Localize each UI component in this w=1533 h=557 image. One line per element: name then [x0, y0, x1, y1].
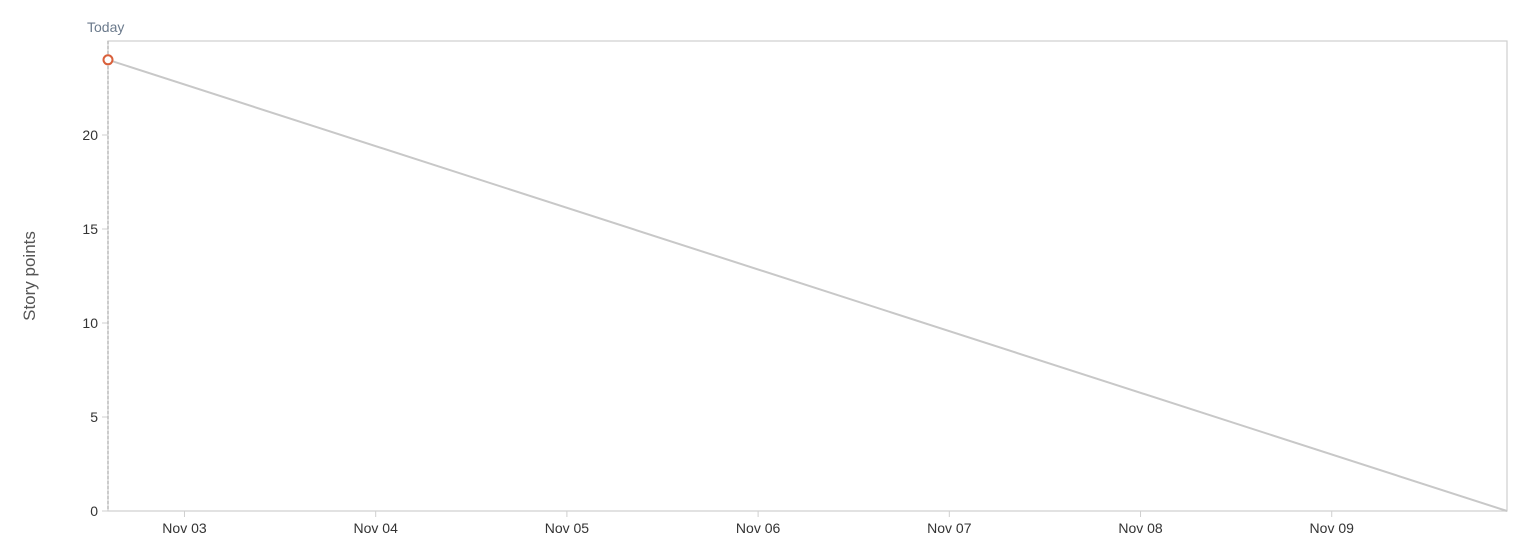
x-tick-label: Nov 06	[736, 520, 781, 536]
x-tick-label: Nov 04	[354, 520, 399, 536]
y-tick-label: 20	[82, 127, 98, 143]
y-tick-label: 5	[90, 409, 98, 425]
y-tick-label: 10	[82, 315, 98, 331]
data-point-marker	[102, 54, 114, 66]
plot-frame	[107, 40, 1508, 512]
today-label: Today	[87, 19, 124, 35]
x-tick-label: Nov 03	[162, 520, 207, 536]
x-tick-label: Nov 09	[1310, 520, 1355, 536]
x-tick-label: Nov 08	[1118, 520, 1163, 536]
x-tick-label: Nov 07	[927, 520, 972, 536]
y-tick-label: 15	[82, 221, 98, 237]
ideal-burndown-line	[107, 58, 1508, 512]
x-tick-label: Nov 05	[545, 520, 590, 536]
y-tick-label: 0	[90, 503, 98, 519]
y-axis-label: Story points	[20, 231, 39, 321]
